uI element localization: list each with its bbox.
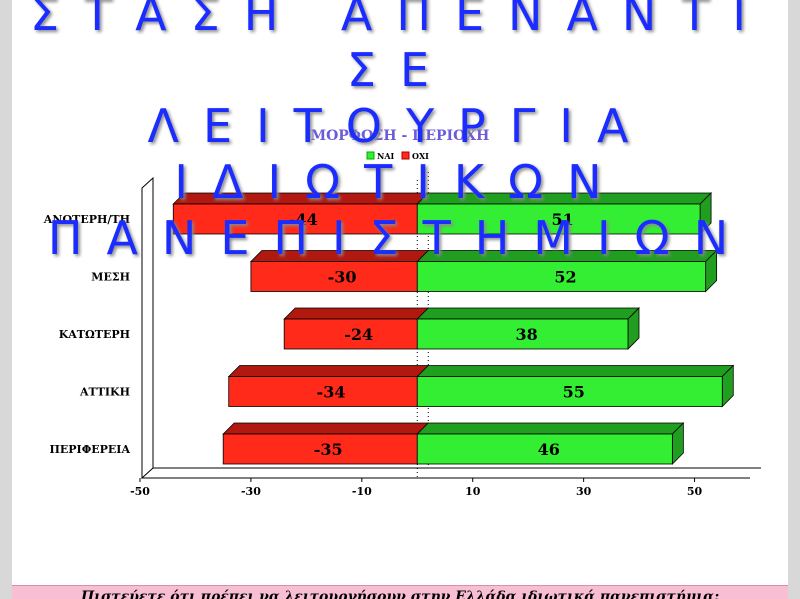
x-tick-label: -50 — [130, 485, 150, 498]
title-line-4: ΠΑΝΕΠΙΣΤΗΜΙΩΝ — [47, 211, 753, 265]
data-label-no: -35 — [314, 440, 343, 459]
bar-no-top — [283, 307, 430, 320]
data-label-yes: 52 — [554, 268, 576, 287]
chart-subtitle: ΜΟΡΦΩΣΗ - ΠΕΡΙΟΧΗ — [311, 128, 490, 144]
bar-yes-top — [416, 365, 735, 377]
data-label-yes: 51 — [552, 210, 574, 229]
data-label-yes: 38 — [516, 325, 538, 344]
bar-no-top — [222, 422, 430, 435]
category-label: ΠΕΡΙΦΕΡΕΙΑ — [50, 443, 131, 456]
bar-no — [250, 261, 418, 292]
legend-label-no: ΟΧΙ — [412, 151, 429, 161]
bar-yes — [416, 261, 707, 292]
title-line-2: ΛΕΙΤΟΥΡΓΙΑ — [147, 99, 653, 153]
x-tick-label: 30 — [576, 485, 592, 498]
bar-yes-top — [416, 422, 685, 435]
category-label: ΚΑΤΩΤΕΡΗ — [59, 328, 130, 341]
bar-yes — [416, 433, 673, 465]
x-tick-label: -30 — [241, 485, 261, 498]
legend-swatch-no — [401, 151, 410, 160]
bar-yes — [416, 376, 723, 407]
data-label-yes: 46 — [538, 440, 560, 459]
category-label: ΑΤΤΙΚΗ — [79, 386, 130, 399]
data-label-no: -24 — [344, 325, 373, 344]
bar-no — [172, 203, 418, 235]
legend-label-yes: ΝΑΙ — [377, 151, 395, 161]
category-label: ΜΕΣΗ — [91, 271, 130, 284]
bar-yes — [416, 203, 701, 235]
title-line-1: ΣΤΑΣΗ ΑΠΕΝΑΝΤΙ ΣΕ — [30, 0, 770, 97]
data-label-no: -44 — [289, 210, 318, 229]
bar-no-top — [227, 365, 430, 377]
bar-yes-top — [416, 307, 640, 320]
legend-swatch-yes — [366, 151, 375, 160]
x-tick-label: -10 — [352, 485, 372, 498]
slide-title: ΣΤΑΣΗ ΑΠΕΝΑΝΤΙ ΣΕ ΛΕΙΤΟΥΡΓΙΑ ΙΔΙΩΤΙΚΩΝ Π… — [0, 0, 800, 266]
category-label: ΑΝΩΤΕΡΗ/ΤΗ — [43, 213, 130, 226]
x-tick-label: 10 — [465, 485, 481, 498]
bar-no — [283, 318, 418, 350]
question-banner: Πιστεύετε ότι πρέπει να λειτουργήσουν στ… — [12, 585, 788, 599]
title-line-3: ΙΔΙΩΤΙΚΩΝ — [174, 155, 626, 209]
data-label-no: -30 — [328, 268, 357, 287]
data-label-no: -34 — [317, 383, 346, 402]
x-tick-label: 50 — [687, 485, 703, 498]
bar-yes — [416, 318, 629, 350]
question-text: Πιστεύετε ότι πρέπει να λειτουργήσουν στ… — [80, 589, 720, 599]
data-label-yes: 55 — [563, 383, 585, 402]
bar-no — [228, 376, 418, 407]
